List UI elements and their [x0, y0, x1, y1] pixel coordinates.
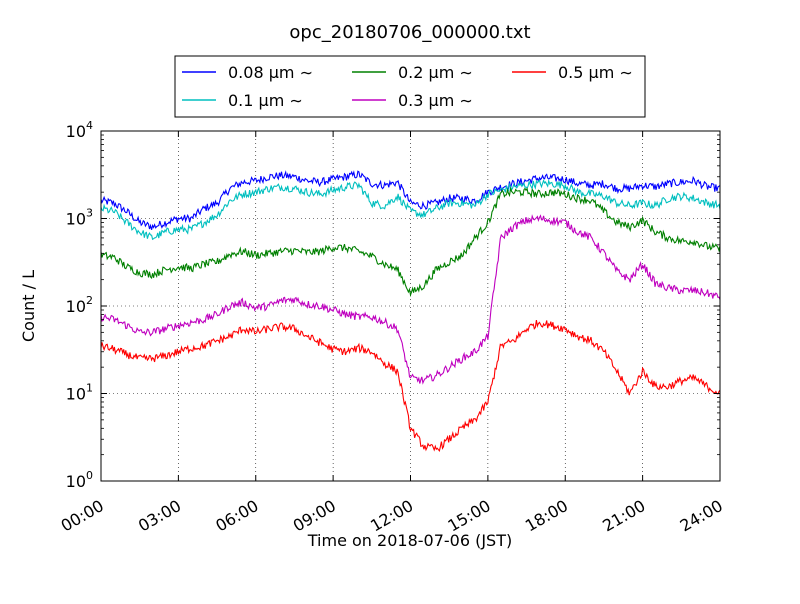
series-line [100, 178, 721, 241]
y-tick-label: 102 [66, 294, 93, 316]
y-tick-label: 104 [66, 119, 93, 141]
legend-label: 0.3 μm ∼ [398, 91, 473, 110]
legend-label: 0.08 μm ∼ [228, 63, 313, 82]
y-tick-label: 103 [66, 207, 93, 229]
series-line [100, 170, 721, 230]
y-tick-label: 100 [66, 469, 93, 491]
series-line [100, 320, 721, 452]
legend-box [174, 55, 646, 118]
legend-label: 0.5 μm ∼ [558, 63, 633, 82]
y-tick-labels: 100 101 102 103 104 [66, 119, 93, 491]
legend-label: 0.2 μm ∼ [398, 63, 473, 82]
axis-ticks [100, 130, 721, 482]
series-line [100, 186, 721, 298]
y-axis-label: Count / L [19, 270, 38, 342]
legend: 0.08 μm ∼ 0.1 μm ∼ 0.2 μm ∼ 0.3 μm ∼ 0.5 μm … [174, 55, 646, 118]
series-group [100, 170, 721, 452]
y-tick-label: 101 [66, 382, 93, 404]
chart-title: opc_20180706_000000.txt [289, 22, 530, 43]
x-axis-label: Time on 2018-07-06 (JST) [307, 531, 512, 550]
series-line [100, 214, 721, 385]
plot-area [100, 130, 721, 482]
legend-label: 0.1 μm ∼ [228, 91, 303, 110]
